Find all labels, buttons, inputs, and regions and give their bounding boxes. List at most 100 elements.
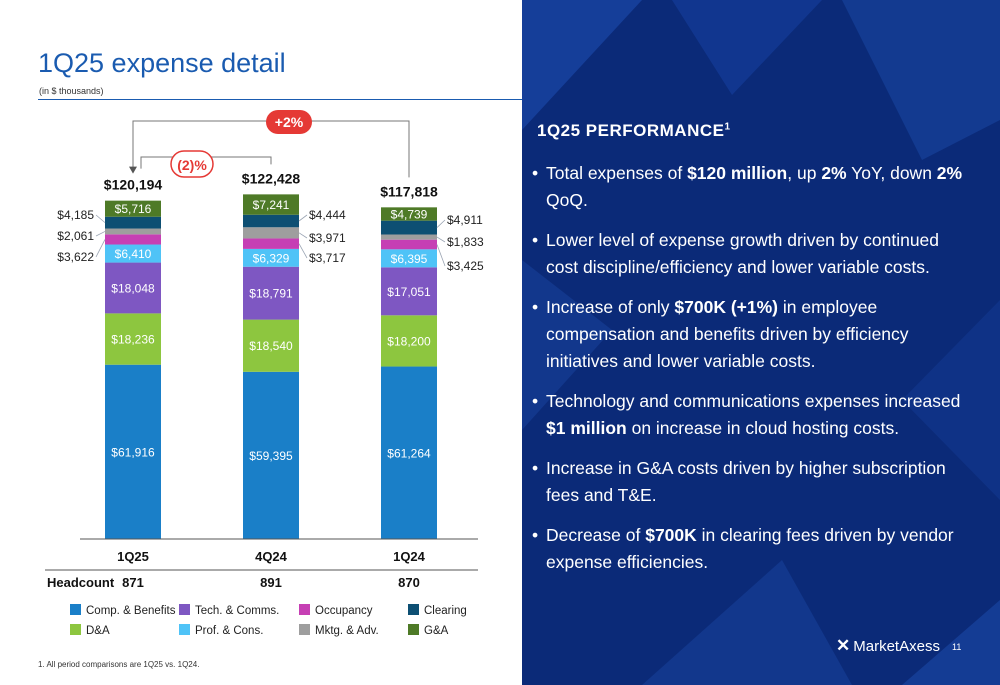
bullet-highlight: $700K (+1%) [674,297,779,317]
bullet-dot-icon: • [532,525,539,545]
bullet-highlight: $700K [645,525,697,545]
bar-segment-comp_benefits-2 [381,366,437,539]
data-label-occupancy-1: $3,717 [309,251,346,265]
bullet-text: Lower level of expense growth driven by … [546,230,940,277]
legend-label-clearing: Clearing [424,605,467,617]
legend-label-ga: G&A [424,625,449,637]
performance-title: 1Q25 PERFORMANCE1 [537,121,731,141]
bar-segment-da-0 [105,313,161,365]
legend-swatch-comp_benefits [70,604,81,615]
bullet-text: Increase in G&A costs driven by higher s… [546,458,946,505]
leader-line-mktg_adv-1 [298,232,308,239]
leader-line-clearing-2 [436,219,446,228]
bar-segment-clearing-1 [243,214,299,228]
leader-line-occupancy-0 [95,239,106,258]
chart-legend: Comp. & Benefits Tech. & Comms. Occupancy C… [70,604,490,644]
bar-segment-prof_cons-2 [381,249,437,268]
data-label-mktg_adv-2: $1,833 [447,235,484,249]
bar-segment-occupancy-0 [105,234,161,245]
legend-swatch-mktg_adv [299,624,310,635]
bullet-highlight: $1 million [546,418,627,438]
legend-label-da: D&A [86,625,110,637]
legend-item-prof_cons: Prof. & Cons. [179,624,263,637]
marketaxess-logo: ✕ MarketAxess [836,636,940,656]
data-label-comp_benefits-0: $61,916 [111,445,155,459]
performance-bullet-5: • Decrease of $700K in clearing fees driv… [532,522,972,576]
title-divider [38,99,522,100]
total-label-2: $117,818 [380,183,438,199]
bar-segment-tech_comms-1 [243,266,299,320]
legend-label-comp_benefits: Comp. & Benefits [86,605,176,617]
bullet-highlight: $120 million [687,163,788,183]
performance-bullets: • Total expenses of $120 million, up 2% Y… [532,160,972,589]
bullet-text: Technology and communications expenses i… [546,391,961,411]
legend-label-prof_cons: Prof. & Cons. [195,625,264,637]
headcount-value-2: 870 [398,575,420,590]
logo-text: MarketAxess [853,638,940,655]
footnote: 1. All period comparisons are 1Q25 vs. 1… [38,660,200,669]
performance-panel [522,0,1000,685]
legend-item-comp_benefits: Comp. & Benefits [70,604,175,617]
bullet-text: in clearing fees driven by vendor expens… [546,525,954,572]
category-label-2: 1Q24 [393,549,426,564]
bullet-dot-icon: • [532,391,539,411]
data-label-mktg_adv-0: $2,061 [57,229,94,243]
data-label-prof_cons-0: $6,410 [115,247,152,261]
bar-segment-mktg_adv-1 [243,227,299,239]
data-label-tech_comms-2: $17,051 [387,285,431,299]
bar-segment-da-1 [243,319,299,372]
bar-segment-tech_comms-0 [105,262,161,314]
bullet-dot-icon: • [532,297,539,317]
qoq-badge [170,150,214,178]
data-label-da-2: $18,200 [387,334,431,348]
bar-segment-comp_benefits-0 [105,364,161,539]
bullet-text: Decrease of [546,525,646,545]
legend-label-mktg_adv: Mktg. & Adv. [315,625,379,637]
bullet-text: on increase in cloud hosting costs. [626,418,900,438]
legend-swatch-occupancy [299,604,310,615]
leader-line-mktg_adv-0 [95,231,106,237]
performance-bullet-4: • Increase in G&A costs driven by higher … [532,455,972,509]
leader-line-clearing-1 [298,214,308,222]
data-label-mktg_adv-1: $3,971 [309,231,346,245]
leader-line-mktg_adv-2 [436,236,446,243]
bar-segment-mktg_adv-2 [381,234,437,240]
bar-segment-clearing-2 [381,220,437,235]
category-label-0: 1Q25 [117,549,149,564]
legend-swatch-da [70,624,81,635]
performance-bullet-1: • Lower level of expense growth driven by… [532,227,972,281]
data-label-comp_benefits-2: $61,264 [387,446,431,460]
category-label-1: 4Q24 [255,549,288,564]
legend-swatch-tech_comms [179,604,190,615]
bar-segment-prof_cons-0 [105,244,161,263]
expense-stacked-bar-chart: $61,916 $18,236 $18,048 $6,410 $5,716 $4,185 $… [45,110,484,590]
data-label-da-0: $18,236 [111,333,155,347]
bar-segment-mktg_adv-0 [105,228,161,235]
legend-item-clearing: Clearing [408,604,467,617]
logo-x-icon: ✕ [836,636,851,655]
headcount-label: Headcount [47,575,115,590]
headcount-value-0: 871 [122,575,144,590]
legend-item-ga: G&A [408,624,448,637]
bullet-text: QoQ. [546,190,588,210]
performance-bullet-0: • Total expenses of $120 million, up 2% Y… [532,160,972,214]
bullet-dot-icon: • [532,163,539,183]
legend-item-mktg_adv: Mktg. & Adv. [299,624,379,637]
yoy-badge [266,110,312,134]
legend-item-da: D&A [70,624,110,637]
page-number: 11 [952,642,962,652]
bar-segment-ga-1 [243,194,299,215]
background-pattern [522,0,1000,685]
bullet-dot-icon: • [532,458,539,478]
performance-bullet-2: • Increase of only $700K (+1%) in employe… [532,294,972,375]
bar-segment-clearing-0 [105,216,161,229]
data-label-occupancy-0: $3,622 [57,250,94,264]
total-label-0: $120,194 [104,177,163,193]
bullet-text: Increase of only [546,297,675,317]
bar-segment-da-2 [381,315,437,367]
data-label-da-1: $18,540 [249,339,293,353]
bullet-text: YoY, down [846,163,937,183]
legend-label-tech_comms: Tech. & Comms. [195,605,280,617]
data-label-tech_comms-1: $18,791 [249,287,293,301]
data-label-ga-0: $5,716 [115,202,152,216]
